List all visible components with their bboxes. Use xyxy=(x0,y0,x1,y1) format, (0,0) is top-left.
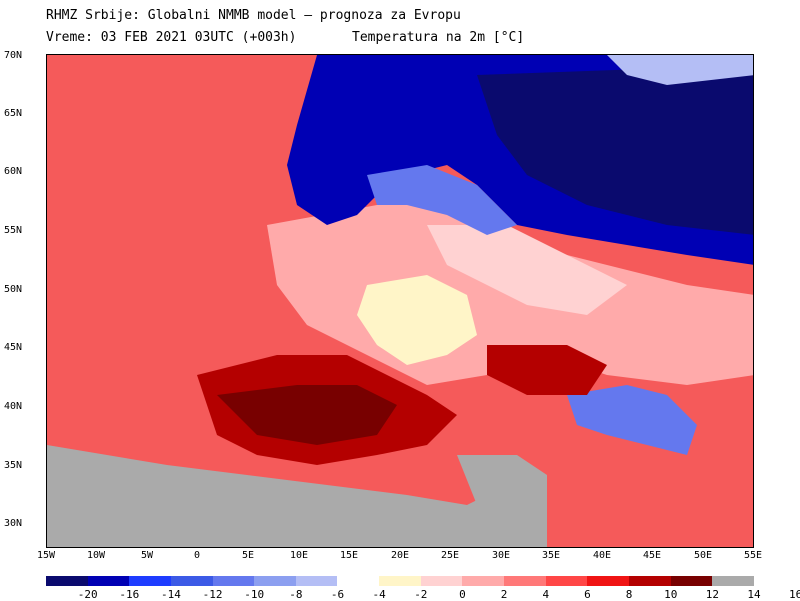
legend-color-10 xyxy=(462,576,505,586)
color-legend xyxy=(46,576,754,586)
legend-color-0 xyxy=(46,576,88,586)
lon-tick-30e: 30E xyxy=(491,550,511,561)
legend-color-6 xyxy=(295,576,338,586)
legend-label-5: -8 xyxy=(289,588,303,601)
map-canvas xyxy=(47,55,753,547)
legend-label-17: 16 xyxy=(789,588,800,601)
legend-label-8: -2 xyxy=(414,588,428,601)
lat-tick-30: 30N xyxy=(4,518,23,529)
lat-tick-65: 65N xyxy=(4,108,23,119)
legend-label-13: 8 xyxy=(625,588,633,601)
legend-color-1 xyxy=(87,576,130,586)
balkans-cream-area xyxy=(357,275,477,365)
anatolia-cool-area xyxy=(567,385,697,455)
legend-color-5 xyxy=(254,576,296,586)
legend-color-14 xyxy=(628,576,671,586)
lon-tick-50e: 50E xyxy=(693,550,713,561)
forecast-time: Vreme: 03 FEB 2021 03UTC (+003h) xyxy=(46,30,297,45)
legend-label-12: 6 xyxy=(584,588,591,601)
legend-color-15 xyxy=(670,576,713,586)
lon-tick-35e: 35E xyxy=(541,550,561,561)
egypt-masked-area xyxy=(457,455,547,505)
legend-color-16 xyxy=(712,576,754,586)
lon-tick-25e: 25E xyxy=(440,550,460,561)
legend-label-2: -14 xyxy=(161,588,181,601)
lon-tick-15e: 15E xyxy=(339,550,359,561)
legend-label-14: 10 xyxy=(664,588,678,601)
legend-color-11 xyxy=(504,576,546,586)
lon-tick-5e: 5E xyxy=(241,550,255,561)
lon-tick-15w: 15W xyxy=(36,550,56,561)
legend-label-9: 0 xyxy=(459,588,466,601)
legend-color-12 xyxy=(545,576,588,586)
legend-label-16: 14 xyxy=(747,588,761,601)
legend-color-3 xyxy=(170,576,213,586)
legend-color-9 xyxy=(420,576,463,586)
lat-tick-35: 35N xyxy=(4,460,23,471)
legend-label-1: -16 xyxy=(119,588,140,601)
map-title: RHMZ Srbije: Globalni NMMB model — progn… xyxy=(46,8,461,23)
legend-label-11: 4 xyxy=(542,588,550,601)
baltic-cool-area xyxy=(367,165,517,235)
lon-tick-5w: 5W xyxy=(140,550,154,561)
lat-tick-45: 45N xyxy=(4,342,23,353)
lat-tick-70: 70N xyxy=(4,50,23,61)
lat-tick-40: 40N xyxy=(4,401,23,412)
eastern-europe-pale-area xyxy=(427,225,627,315)
legend-label-10: 2 xyxy=(500,588,508,601)
legend-label-3: -12 xyxy=(202,588,223,601)
lon-tick-40e: 40E xyxy=(592,550,612,561)
lon-tick-0: 0 xyxy=(193,550,201,561)
legend-label-6: -6 xyxy=(330,588,345,601)
russia-very-cold-area xyxy=(477,65,753,235)
temperature-map xyxy=(46,54,754,548)
north-africa-masked-area xyxy=(47,445,547,547)
lat-tick-50: 50N xyxy=(4,284,23,295)
legend-color-4 xyxy=(212,576,255,586)
lon-tick-10w: 10W xyxy=(86,550,106,561)
legend-label-4: -10 xyxy=(244,588,265,601)
legend-color-2 xyxy=(129,576,171,586)
lon-tick-45e: 45E xyxy=(642,550,662,561)
legend-label-15: 12 xyxy=(705,588,719,601)
variable-name: Temperatura na 2m [°C] xyxy=(352,30,525,45)
black-sea-warm-area xyxy=(487,345,607,395)
mediterranean-very-hot-area xyxy=(217,385,397,445)
legend-color-13 xyxy=(587,576,629,586)
legend-label-7: -4 xyxy=(372,588,386,601)
legend-color-8 xyxy=(379,576,421,586)
lat-tick-55: 55N xyxy=(4,225,23,236)
legend-label-0: -20 xyxy=(77,588,98,601)
arctic-coast-light-area xyxy=(607,55,753,85)
lon-tick-20e: 20E xyxy=(390,550,410,561)
lon-tick-55e: 55E xyxy=(743,550,763,561)
lat-tick-60: 60N xyxy=(4,166,23,177)
legend-color-7 xyxy=(337,576,380,586)
lon-tick-10e: 10E xyxy=(289,550,309,561)
